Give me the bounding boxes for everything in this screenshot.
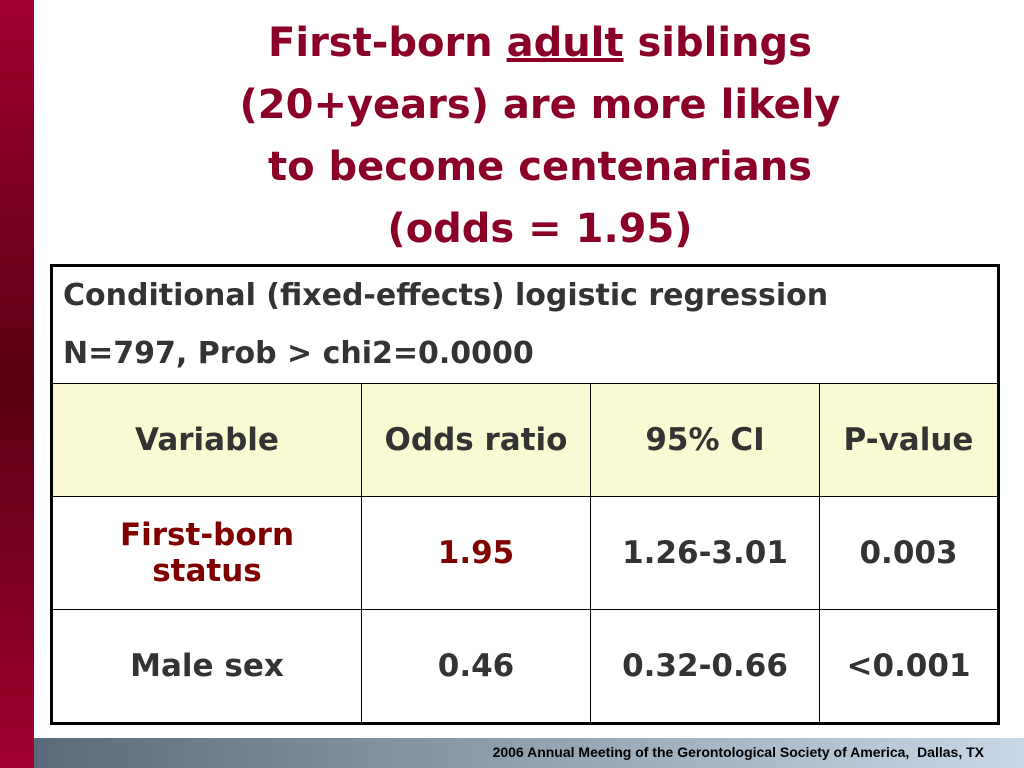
slide-title: First-born adult siblings (20+years) are… bbox=[60, 12, 1020, 260]
header-cell: Variable bbox=[51, 383, 362, 497]
title-line: (odds = 1.95) bbox=[387, 206, 693, 252]
header-cell: P-value bbox=[819, 383, 999, 497]
side-bar bbox=[0, 0, 34, 768]
title-underlined: adult bbox=[506, 20, 624, 66]
title-line: First-born adult siblings bbox=[60, 12, 1020, 74]
cell: 0.003 bbox=[819, 496, 999, 610]
cell: Male sex bbox=[51, 609, 362, 724]
cell: 1.95 bbox=[361, 496, 591, 610]
caption-line: Conditional (fixed-effects) logistic reg… bbox=[63, 278, 829, 313]
cell: 1.26-3.01 bbox=[590, 496, 820, 610]
cell: First-born status bbox=[51, 496, 362, 610]
title-line: to become centenarians bbox=[268, 144, 812, 190]
table-caption: Conditional (fixed-effects) logistic reg… bbox=[51, 265, 999, 384]
cell: 0.32-0.66 bbox=[590, 609, 820, 724]
header-cell: 95% CI bbox=[590, 383, 820, 497]
title-text: First-born bbox=[268, 20, 493, 66]
footer-text: 2006 Annual Meeting of the Gerontologica… bbox=[492, 744, 984, 760]
footer-bar: 2006 Annual Meeting of the Gerontologica… bbox=[34, 738, 1024, 768]
caption-line: N=797, Prob > chi2=0.0000 bbox=[63, 336, 534, 371]
cell: <0.001 bbox=[819, 609, 999, 724]
cell: 0.46 bbox=[361, 609, 591, 724]
title-line: (20+years) are more likely bbox=[239, 82, 841, 128]
header-cell: Odds ratio bbox=[361, 383, 591, 497]
title-text: siblings bbox=[637, 20, 812, 66]
results-table: Conditional (fixed-effects) logistic reg… bbox=[50, 264, 1000, 725]
